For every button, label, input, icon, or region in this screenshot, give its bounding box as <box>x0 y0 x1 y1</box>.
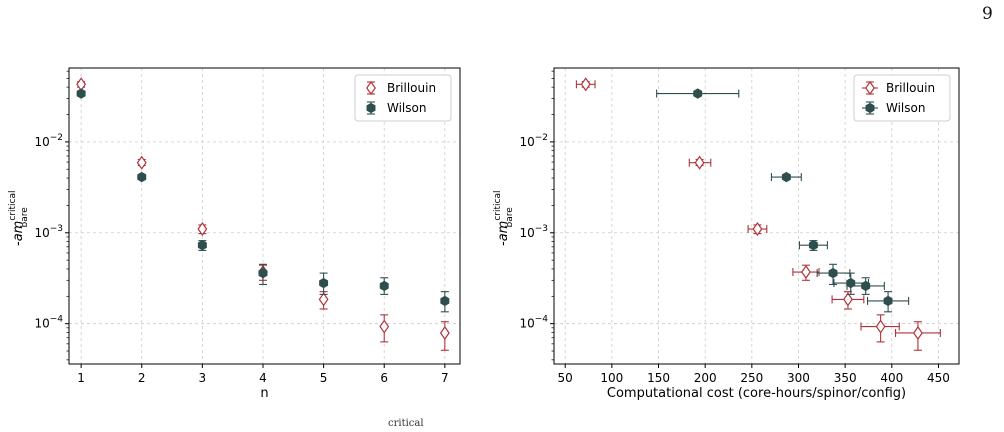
y-label-sub: bare <box>505 207 515 228</box>
x-tick-label: 350 <box>834 371 857 385</box>
legend-marker <box>366 80 376 96</box>
legend-box <box>853 74 951 122</box>
data-point <box>197 221 208 237</box>
chart-panel-1: 1 2 3 4 5 6 7 10−4 10−3 10−2 n -amcritical bare Brill… <box>8 67 461 401</box>
data-point <box>319 277 329 289</box>
data-point <box>694 155 705 170</box>
data-point <box>379 319 390 334</box>
legend-label: Brillouin <box>886 81 935 95</box>
data-point <box>846 277 856 289</box>
data-point <box>258 267 268 279</box>
y-label-sup: critical <box>493 191 503 221</box>
data-point <box>379 280 389 292</box>
x-tick-label: 200 <box>694 371 717 385</box>
x-tick-label: 250 <box>740 371 763 385</box>
data-point <box>883 295 893 307</box>
legend-label: Wilson <box>886 101 925 115</box>
legend: Brillouin Wilson <box>354 74 452 122</box>
x-tick-label: 1 <box>77 371 85 385</box>
x-tick-label: 3 <box>199 371 207 385</box>
legend-box <box>354 74 452 122</box>
legend-marker <box>865 102 875 114</box>
y-label-sup: critical <box>8 191 18 221</box>
x-axis-label: n <box>260 386 268 401</box>
y-tick-exponent: −4 <box>50 315 64 325</box>
data-point <box>197 240 207 251</box>
y-tick-exponent: −3 <box>50 224 63 234</box>
x-tick-label: 5 <box>320 371 328 385</box>
y-tick-exponent: −3 <box>535 224 548 234</box>
data-point <box>843 292 853 307</box>
x-tick-label: 6 <box>380 371 388 385</box>
series-brillouin <box>575 77 941 351</box>
x-tick-label: 4 <box>259 371 267 385</box>
data-point <box>580 77 591 92</box>
y-tick-label: 10−2 <box>519 133 548 149</box>
series-wilson <box>656 88 910 313</box>
y-tick-label: 10−4 <box>519 315 548 331</box>
y-axis-label: -amcritical bare <box>8 191 30 247</box>
x-tick-label: 2 <box>138 371 146 385</box>
series-wilson <box>76 88 450 313</box>
y-axis-label: -amcritical bare <box>493 191 515 247</box>
series-brillouin <box>76 77 450 351</box>
x-tick-label: 150 <box>647 371 670 385</box>
data-point <box>861 280 871 292</box>
y-tick-label: 10−3 <box>519 224 548 240</box>
y-tick-label: 10−2 <box>34 133 63 149</box>
y-tick-exponent: −4 <box>535 315 549 325</box>
y-tick-exponent: −2 <box>535 133 548 143</box>
data-point <box>439 325 450 341</box>
data-point <box>828 267 838 279</box>
x-tick-label: 100 <box>600 371 623 385</box>
legend-label: Brillouin <box>387 81 436 95</box>
legend: Brillouin Wilson <box>853 74 951 122</box>
y-label-main-italic: am <box>11 221 26 242</box>
data-point <box>913 325 923 341</box>
axes-frame <box>68 67 461 365</box>
y-tick-exponent: −2 <box>50 133 63 143</box>
data-point <box>752 221 763 237</box>
y-label-sub: bare <box>20 207 30 228</box>
axes-frame <box>553 67 960 365</box>
data-point <box>440 295 450 307</box>
legend-marker <box>865 80 875 96</box>
y-label-main-italic: am <box>496 221 511 242</box>
y-label-main: - <box>11 241 26 246</box>
x-tick-label: 450 <box>927 371 950 385</box>
x-tick-label: 300 <box>787 371 810 385</box>
data-point <box>801 264 811 280</box>
data-point <box>136 155 147 170</box>
x-tick-label: 50 <box>558 371 573 385</box>
data-point <box>318 292 329 307</box>
legend-label: Wilson <box>387 101 426 115</box>
x-tick-label: 400 <box>880 371 903 385</box>
data-point <box>808 240 818 251</box>
y-label-main: - <box>496 241 511 246</box>
data-point <box>137 171 147 183</box>
x-tick-label: 7 <box>441 371 449 385</box>
x-axis-label: Computational cost (core-hours/spinor/co… <box>607 386 906 401</box>
y-tick-label: 10−3 <box>34 224 63 240</box>
data-point <box>781 171 791 183</box>
data-point <box>693 88 703 99</box>
legend-marker <box>366 102 376 114</box>
chart-panel-2: 50 100 150 200 250 300 350 400 450 10−4 10−3 10−2 Co… <box>493 67 960 401</box>
caption-fragment: critical <box>388 418 424 429</box>
page-number: 9 <box>982 4 993 24</box>
y-tick-label: 10−4 <box>34 315 63 331</box>
data-point <box>76 88 86 99</box>
data-point <box>875 319 886 334</box>
